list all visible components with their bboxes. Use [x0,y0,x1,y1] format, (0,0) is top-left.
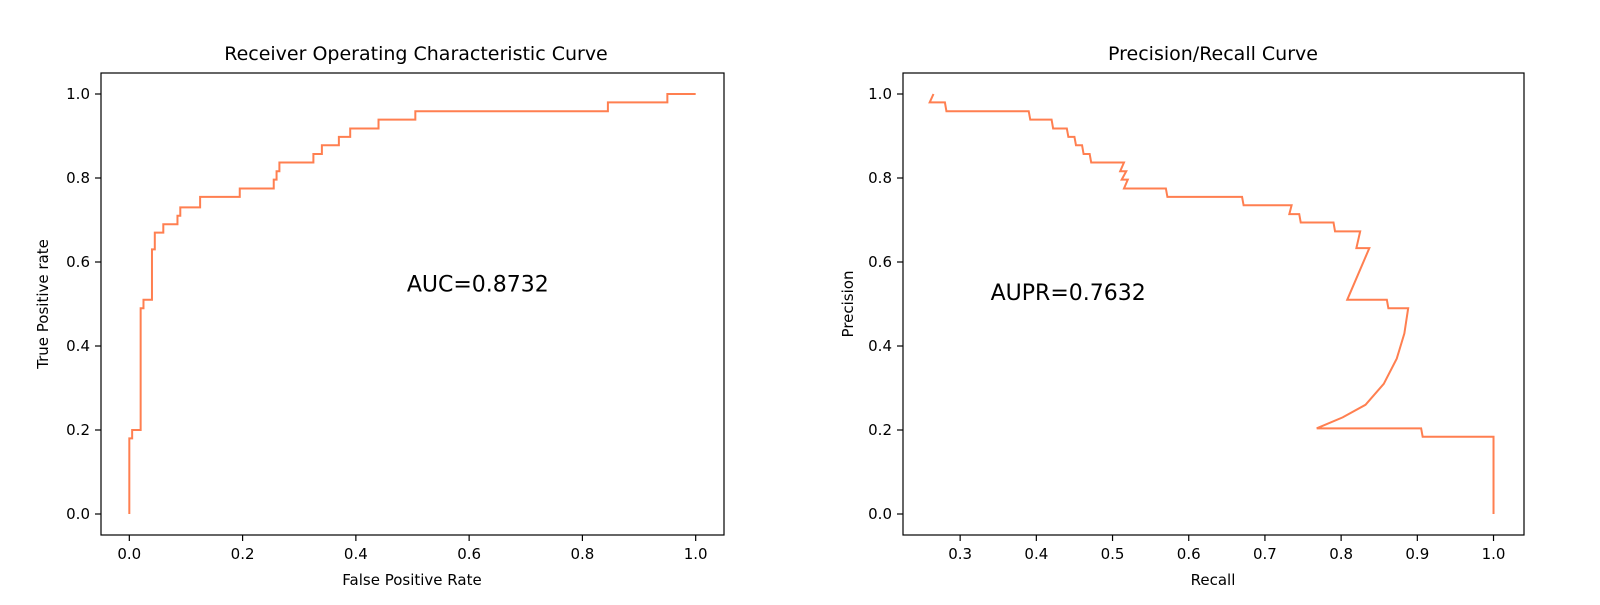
roc-title: Receiver Operating Characteristic Curve [224,43,608,65]
pr-title: Precision/Recall Curve [1108,43,1318,65]
roc-x-tick-label: 1.0 [684,545,708,563]
pr-curve [928,93,1495,514]
pr-x-tick-label: 1.0 [1482,545,1506,563]
pr-x-tick-label: 0.8 [1329,545,1353,563]
roc-x-axis-label: False Positive Rate [342,571,481,589]
auc-annotation: AUC=0.8732 [407,272,549,297]
pr-y-tick-label: 0.8 [868,169,892,187]
pr-x-tick-label: 0.3 [948,545,972,563]
roc-y-tick-label: 1.0 [66,85,90,103]
pr-x-tick-label: 0.7 [1253,545,1277,563]
roc-x-tick-label: 0.2 [231,545,255,563]
pr-y-tick-label: 1.0 [868,85,892,103]
pr-y-tick-label: 0.0 [868,505,892,523]
pr-axes-frame [902,72,1525,536]
roc-y-tick-label: 0.2 [66,421,90,439]
pr-axis-ticks: 0.3 0.4 0.5 0.6 0.7 0.8 0.9 1.0 0.0 0.2 0.4 0.6 0.8 1… [868,85,1505,563]
pr-x-axis-label: Recall [1191,571,1236,589]
pr-y-axis-label: Precision [839,271,857,338]
roc-chart: Receiver Operating Characteristic Curve … [34,43,725,589]
roc-y-tick-label: 0.4 [66,337,90,355]
roc-y-axis-label: True Positive rate [34,239,52,370]
roc-x-tick-label: 0.8 [570,545,594,563]
pr-x-tick-label: 0.9 [1405,545,1429,563]
pr-y-tick-label: 0.4 [868,337,892,355]
roc-x-tick-label: 0.4 [344,545,368,563]
roc-axes-frame [100,72,725,536]
roc-y-tick-label: 0.0 [66,505,90,523]
roc-y-tick-label: 0.8 [66,169,90,187]
roc-curve [128,93,696,514]
roc-x-tick-label: 0.6 [457,545,481,563]
roc-x-tick-label: 0.0 [117,545,141,563]
pr-chart: Precision/Recall Curve 0.3 0.4 0.5 0.6 0.7 0.… [839,43,1525,589]
pr-x-tick-label: 0.5 [1101,545,1125,563]
pr-y-tick-label: 0.6 [868,253,892,271]
roc-axis-ticks: 0.0 0.2 0.4 0.6 0.8 1.0 0.0 0.2 0.4 0.6 0.8 1.0 [66,85,707,563]
pr-y-tick-label: 0.2 [868,421,892,439]
aupr-annotation: AUPR=0.7632 [991,281,1146,306]
roc-y-tick-label: 0.6 [66,253,90,271]
pr-x-tick-label: 0.6 [1177,545,1201,563]
pr-x-tick-label: 0.4 [1024,545,1048,563]
